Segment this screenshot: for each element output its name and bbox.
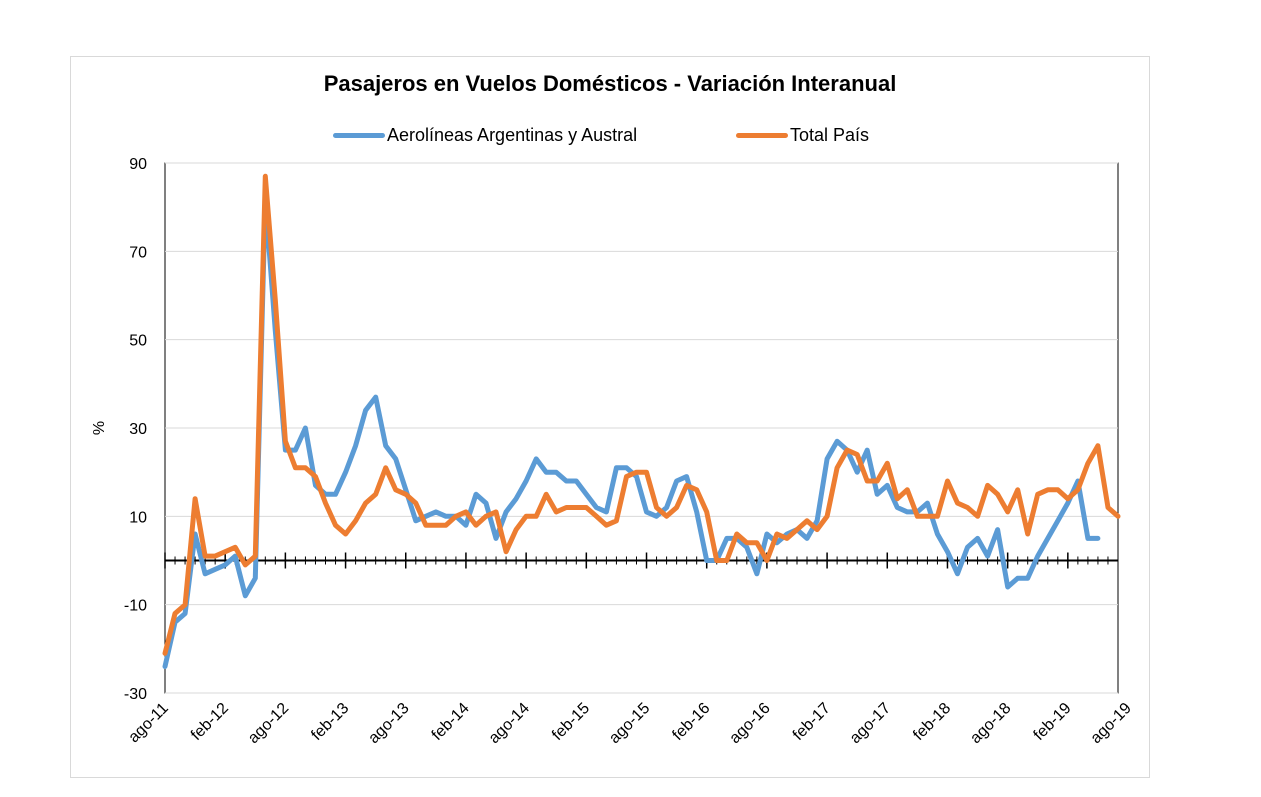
series-line-0 bbox=[162, 195, 1101, 669]
y-tick-label: 90 bbox=[129, 156, 147, 173]
chart-title: Pasajeros en Vuelos Domésticos - Variaci… bbox=[323, 71, 897, 96]
series-line-1 bbox=[162, 173, 1121, 656]
y-axis-label: % bbox=[91, 421, 108, 435]
x-tick-label: feb-16 bbox=[669, 700, 713, 744]
legend-entry-aerolineas: Aerolíneas Argentinas y Austral bbox=[333, 125, 637, 146]
y-tick-label: -30 bbox=[124, 686, 147, 703]
chart-frame: Pasajeros en Vuelos Domésticos - Variaci… bbox=[70, 56, 1150, 778]
x-tick-label: feb-19 bbox=[1031, 700, 1075, 744]
y-tick-label: 10 bbox=[129, 509, 147, 526]
legend-entry-total-pais: Total País bbox=[736, 125, 869, 146]
x-tick-label: ago-14 bbox=[486, 700, 533, 747]
legend-swatch-orange bbox=[736, 133, 788, 138]
x-tick-label: ago-15 bbox=[606, 700, 653, 747]
x-tick-label: ago-11 bbox=[125, 700, 171, 746]
x-tick-label: feb-15 bbox=[549, 700, 593, 744]
y-tick-label: -10 bbox=[124, 598, 147, 615]
x-tick-label: feb-17 bbox=[790, 700, 834, 744]
y-tick-label: 30 bbox=[129, 421, 147, 438]
x-tick-label: ago-17 bbox=[847, 700, 894, 747]
legend-label: Aerolíneas Argentinas y Austral bbox=[387, 125, 638, 145]
x-tick-label: ago-19 bbox=[1088, 700, 1135, 747]
x-tick-label: ago-18 bbox=[967, 700, 1014, 747]
legend-label: Total País bbox=[790, 125, 870, 145]
x-tick-label: feb-13 bbox=[308, 700, 352, 744]
legend-swatch-blue bbox=[333, 133, 385, 138]
x-tick-label: feb-14 bbox=[429, 700, 473, 744]
y-tick-label: 50 bbox=[129, 333, 147, 350]
x-tick-label: feb-12 bbox=[188, 700, 232, 744]
x-tick-label: feb-18 bbox=[910, 700, 954, 744]
x-tick-label: ago-16 bbox=[726, 700, 773, 747]
y-tick-label: 70 bbox=[129, 244, 147, 261]
x-tick-label: ago-13 bbox=[365, 700, 412, 747]
x-tick-label: ago-12 bbox=[245, 700, 292, 747]
